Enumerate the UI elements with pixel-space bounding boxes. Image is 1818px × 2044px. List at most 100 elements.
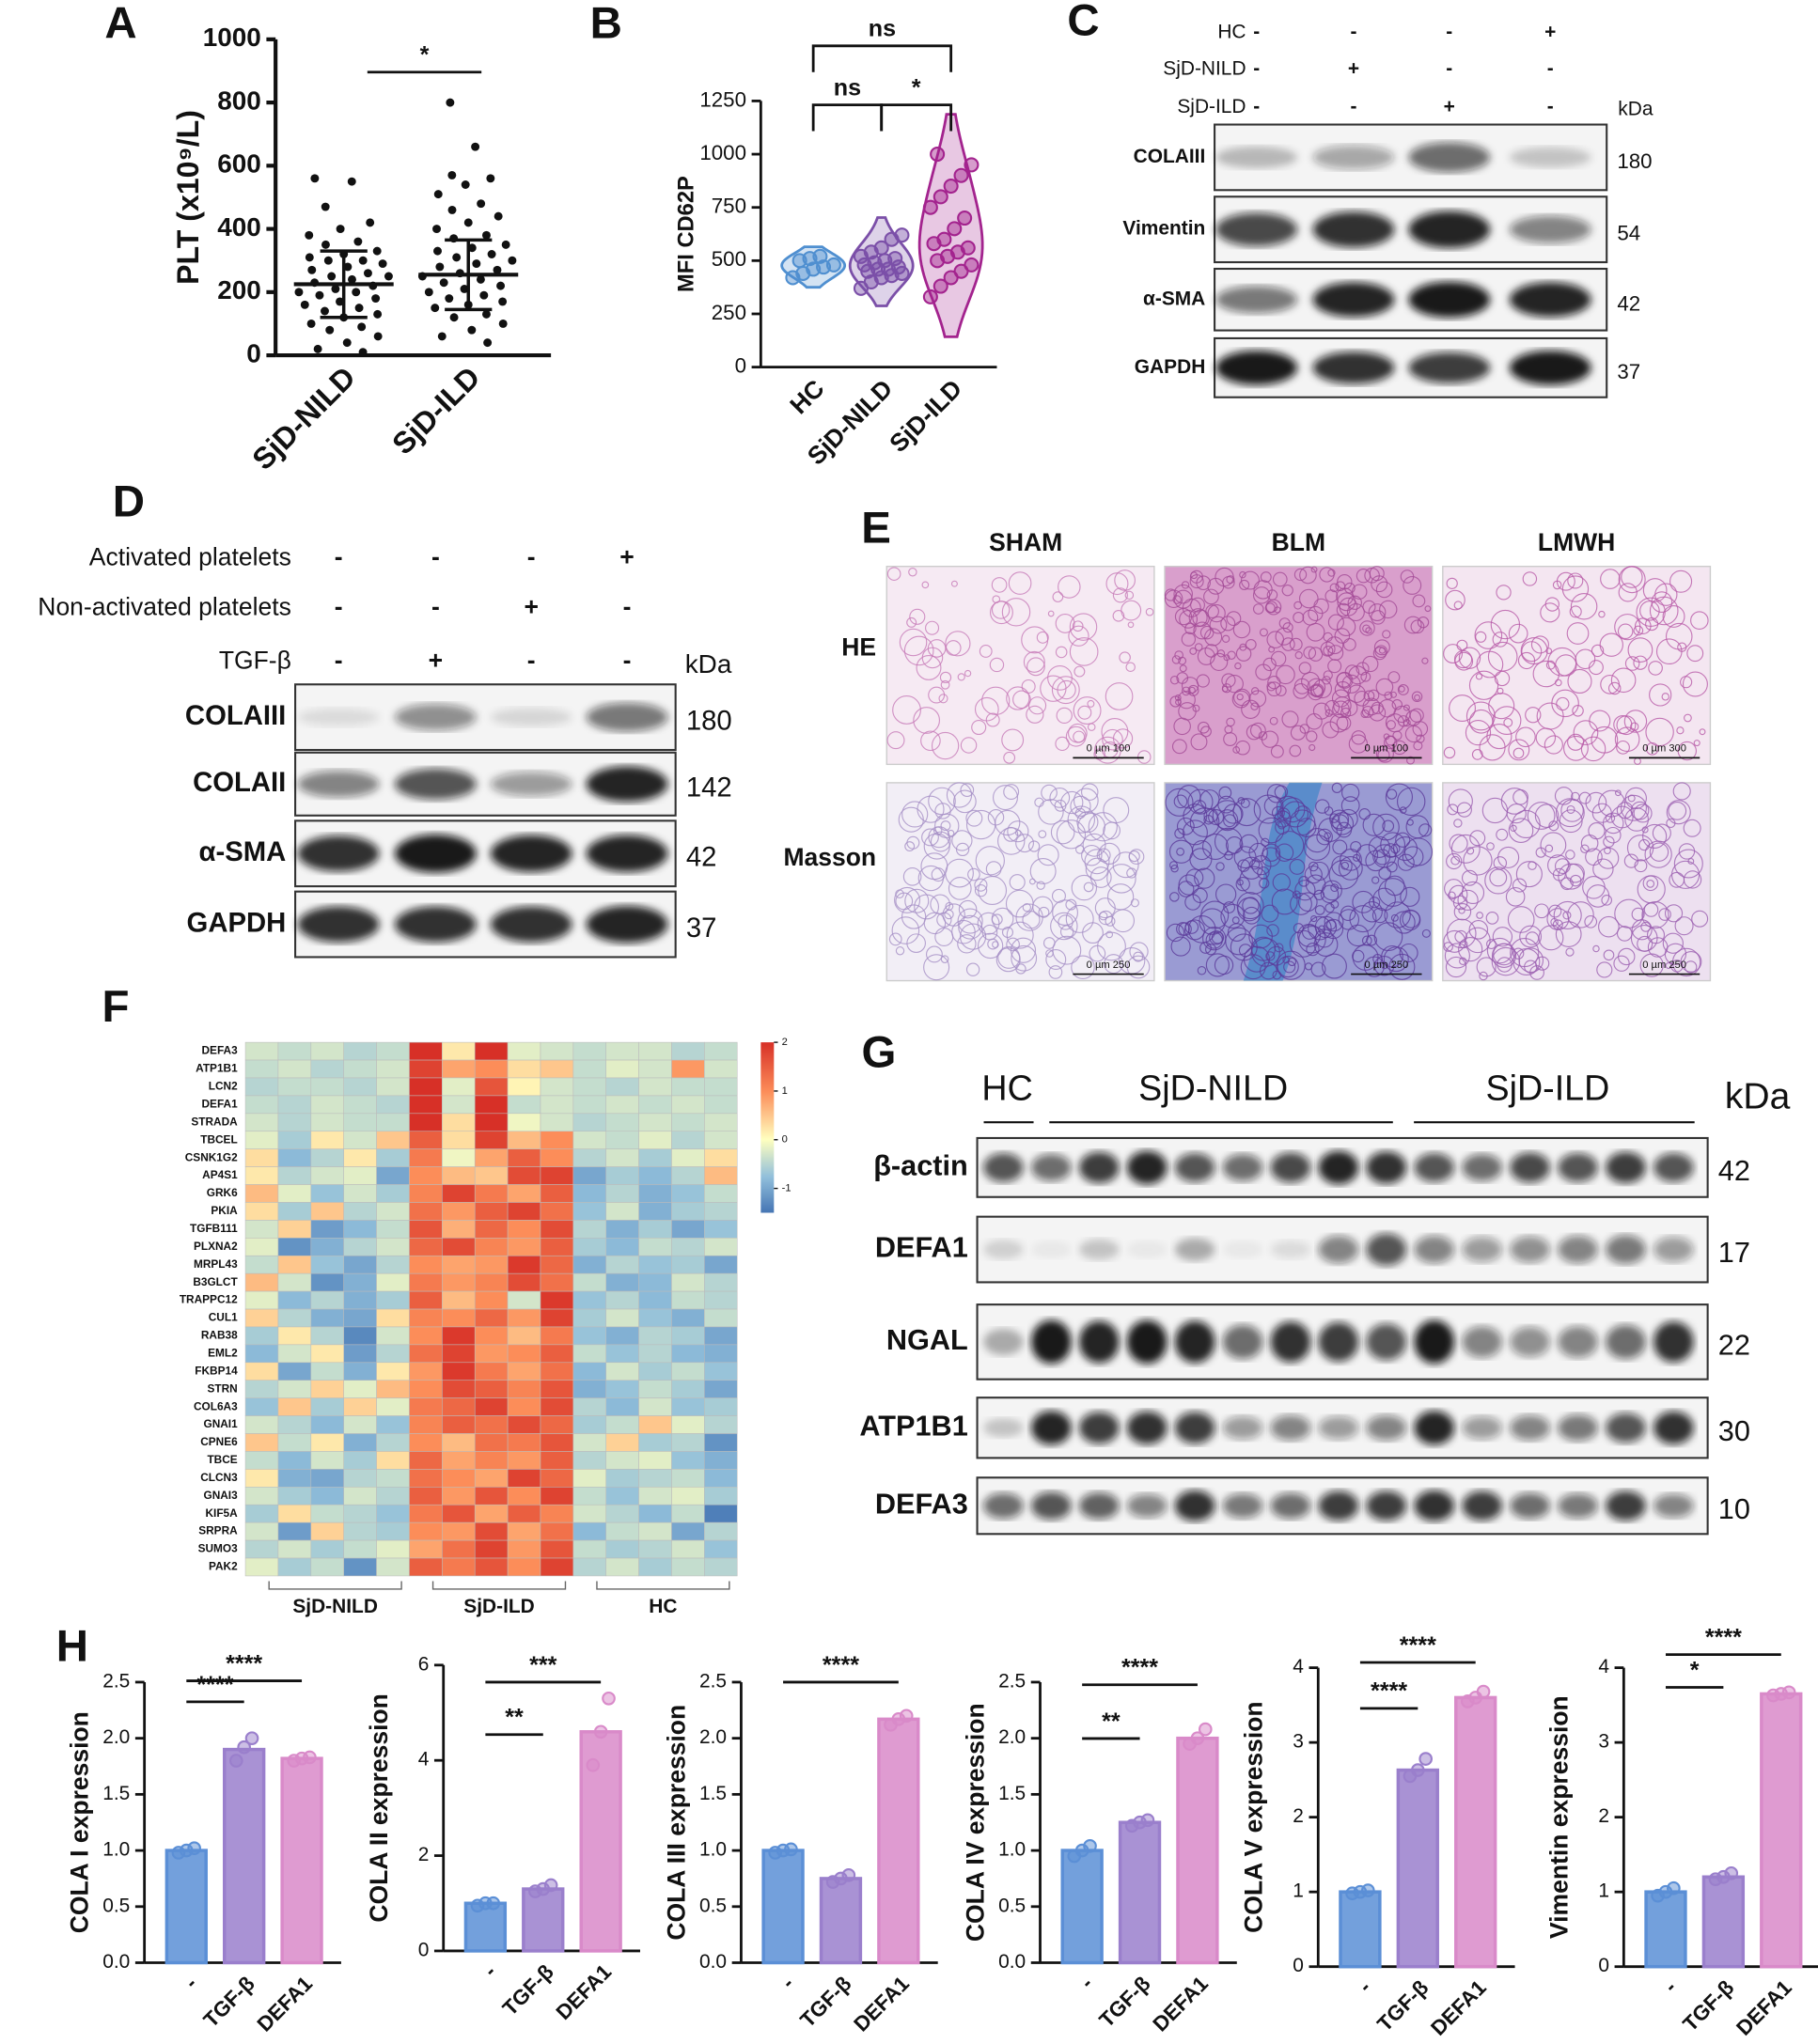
condition-sign: - [1446,57,1452,79]
tissue [1565,863,1585,883]
blot-band [1215,351,1298,385]
tissue [1641,900,1669,929]
heatmap-cell [671,1487,705,1506]
tissue [989,657,1005,673]
data-point [294,288,304,297]
tissue [921,647,944,669]
heatmap-cell [540,1238,574,1256]
tissue [1315,799,1330,814]
group-label: HC [649,1596,677,1617]
tissue [1332,839,1348,855]
blot-band [1312,145,1395,170]
tissue [1027,657,1045,677]
tissue [1287,957,1297,967]
tissue [1603,835,1615,848]
row-label: HE [841,633,876,662]
heatmap-cell [507,1077,541,1097]
heatmap-cell [638,1451,672,1470]
blot-band [297,835,380,872]
tissue [1081,844,1103,866]
tissue [1327,614,1344,631]
heatmap-cell [474,1272,509,1292]
tissue [1098,842,1121,865]
replicate-point [237,1740,251,1755]
heatmap-cell [474,1113,509,1132]
heatmap-cell [277,1272,312,1292]
gene-label: TGFB111 [190,1222,238,1235]
tissue [1602,812,1624,835]
tissue [1227,923,1246,942]
condition-label: TGF-β [219,647,291,675]
heatmap-cell [409,1184,443,1203]
heatmap-cell [572,1220,607,1239]
data-point [922,289,938,304]
tissue [1243,906,1261,925]
tissue [1189,807,1220,837]
heatmap-cell [605,1255,639,1274]
heatmap-cell [605,1397,639,1416]
tissue [1111,909,1136,933]
tissue [1397,853,1415,871]
gene-label: PLXNA2 [194,1240,238,1253]
tissue [928,686,946,704]
blot-band [1414,1319,1455,1365]
tissue [1506,803,1527,824]
tissue [1411,691,1423,703]
tissue [1052,899,1078,927]
tissue [1540,832,1567,859]
tissue [1243,945,1270,973]
tissue [1056,819,1087,850]
heatmap-cell [507,1487,541,1506]
heatmap-cell [671,1308,705,1328]
heatmap-cell [704,1326,738,1346]
heatmap-cell [409,1539,443,1559]
heatmap-cell [277,1344,312,1364]
tissue [1010,937,1037,963]
heatmap-cell [343,1487,377,1506]
condition-sign: - [335,542,343,570]
blot-band [1414,1235,1455,1264]
tissue [1547,647,1577,677]
data-point [348,274,356,284]
tissue [1294,805,1311,822]
tissue [1461,881,1485,905]
tissue [1631,919,1653,941]
tissue [1071,955,1095,979]
tissue [1083,882,1094,893]
heatmap-cell [572,1557,607,1577]
bar [1701,1875,1746,1969]
heatmap-cell [409,1487,443,1506]
heatmap-cell [376,1469,410,1488]
tissue [1276,664,1295,685]
tissue [1258,731,1268,741]
tissue [1417,616,1430,629]
blot-band [1408,281,1491,318]
heatmap-cell [638,1095,672,1115]
data-point [957,211,973,226]
data-point [953,167,969,183]
tissue [1026,705,1044,724]
tissue [1665,961,1672,970]
tissue [1461,869,1478,886]
tissue [1385,713,1405,733]
heatmap-cell [244,1557,279,1577]
heatmap-cell [540,1469,574,1488]
heatmap-cell [343,1415,377,1434]
tissue [1275,627,1293,646]
blot-band [1606,1151,1646,1183]
condition-sign: + [524,592,538,620]
tissue [1077,705,1092,720]
blot-band [1270,1321,1311,1363]
heatmap-cell [474,1433,509,1452]
replicate-point [1140,1813,1155,1828]
tissue [1182,819,1208,846]
heatmap-cell [376,1557,410,1577]
blot-band [1126,1240,1168,1258]
tissue [1269,716,1278,726]
tissue [1289,744,1302,757]
tissue [931,731,960,760]
blot-band [1509,215,1591,243]
condition-sign: + [429,647,443,675]
tissue [901,801,929,828]
